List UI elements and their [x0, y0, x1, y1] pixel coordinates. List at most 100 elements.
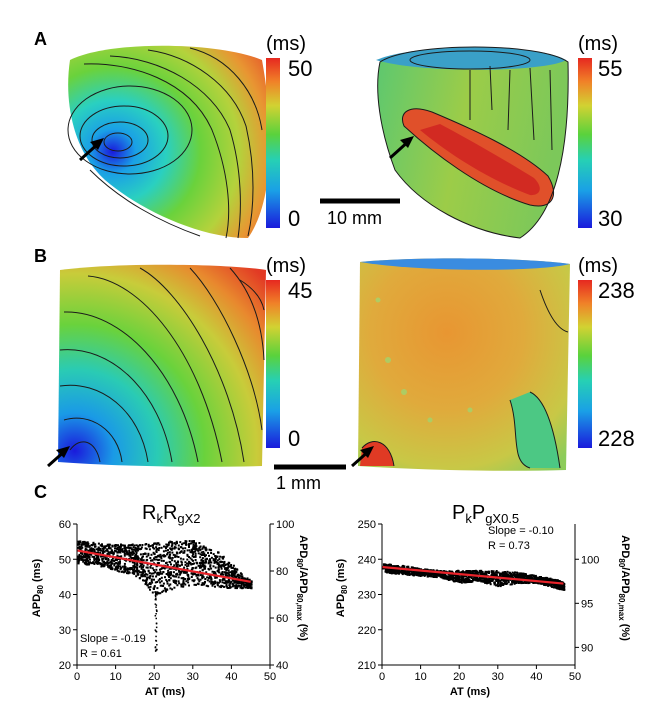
scatter-point [207, 551, 209, 554]
scatter-point [220, 567, 223, 570]
scatter-point [86, 557, 89, 560]
scatter-point [460, 574, 463, 577]
scatter-point [464, 571, 467, 574]
scatter-point [166, 573, 169, 576]
scatter-point [158, 547, 161, 549]
scatter-point [141, 562, 144, 565]
scatter-point [153, 542, 156, 545]
scatter-point [204, 580, 206, 583]
scatter-point [152, 551, 155, 554]
scatter-point [133, 544, 136, 547]
scatter-point [522, 582, 525, 584]
scatter-point [171, 559, 174, 562]
scatter-point [183, 550, 186, 552]
scatter-point [232, 570, 235, 573]
scatter-point [155, 635, 157, 638]
scatter-point [415, 573, 418, 575]
scatter-point [133, 572, 136, 575]
scatter-point [210, 577, 213, 580]
scatter-point [102, 557, 105, 560]
scatter-point [391, 565, 394, 568]
scatter-point [507, 581, 510, 583]
scatter-point [173, 547, 176, 550]
scatter-point [110, 552, 113, 555]
scatter-point [124, 570, 126, 573]
scatter-point [471, 571, 474, 574]
scatter-point [130, 552, 133, 555]
scatter-point [135, 548, 138, 551]
scatter-point [146, 573, 149, 576]
scatter-point [217, 563, 220, 566]
scatter-point [489, 579, 492, 582]
scatter-point [140, 571, 143, 574]
scatter-point [235, 575, 238, 578]
scatter-point [217, 564, 220, 567]
scatter-point [87, 543, 89, 546]
scatter-point [147, 554, 150, 557]
scatter-point [87, 549, 90, 552]
scatter-point [519, 580, 522, 583]
scatter-point [562, 583, 565, 585]
scatter-point [491, 571, 494, 574]
scatter-point [450, 575, 453, 578]
scatter-point [521, 573, 524, 576]
scatter-point [155, 630, 157, 632]
scatter-point [155, 597, 157, 600]
scatter-point [558, 584, 561, 586]
scatter-point [202, 576, 205, 579]
scatter-point [182, 581, 185, 584]
scatter-point [249, 580, 252, 583]
scatter-point [497, 580, 499, 583]
scatter-point [154, 615, 157, 617]
scatter-point [427, 572, 430, 574]
scatter-point [192, 545, 195, 548]
scatter-point [78, 555, 81, 558]
scatter-point [123, 544, 126, 547]
scatter-point [190, 542, 193, 545]
scatter-point [175, 575, 178, 578]
scatter-point [126, 570, 129, 573]
scatter-point [168, 584, 171, 587]
scatter-point [236, 587, 238, 590]
scatter-point [101, 563, 103, 566]
scatter-point [108, 565, 111, 568]
x-tick-label: 10 [414, 671, 426, 683]
scatter-point [500, 572, 503, 575]
scatter-point [186, 568, 189, 570]
scatter-point [457, 578, 460, 581]
scatter-point [132, 571, 135, 574]
scatter-point [239, 586, 242, 589]
scatter-point [146, 563, 149, 566]
scatter-point [123, 550, 126, 552]
scatter-point [103, 561, 105, 563]
scatter-point [144, 547, 147, 550]
scatter-point [250, 582, 253, 585]
scatter-point [503, 571, 506, 574]
scatter-point [442, 575, 445, 578]
scatter-point [518, 574, 521, 577]
scatter-point [110, 564, 112, 567]
scatter-point [186, 565, 188, 568]
scatter-point [175, 563, 178, 566]
scatter-point [431, 572, 434, 575]
scatter-point [149, 582, 151, 585]
scatter-point [163, 545, 165, 548]
scatter-point [84, 541, 87, 544]
scatter-point [551, 582, 554, 585]
scatter-point [170, 545, 173, 548]
scatter-point [87, 554, 90, 557]
scatter-point [185, 543, 188, 546]
scatter-point [212, 558, 215, 561]
scatter-point [80, 547, 83, 550]
scatter-point [131, 553, 134, 556]
scatter-point [82, 559, 85, 562]
scatter-point [233, 569, 236, 572]
scatter-point [466, 579, 469, 582]
scatter-point [128, 571, 131, 574]
scatter-point [485, 572, 488, 575]
scatter-point [160, 546, 163, 549]
scatter-point [384, 569, 387, 572]
scatter-point [157, 562, 160, 564]
scatter-point [126, 572, 128, 575]
scatter-point [442, 573, 444, 576]
